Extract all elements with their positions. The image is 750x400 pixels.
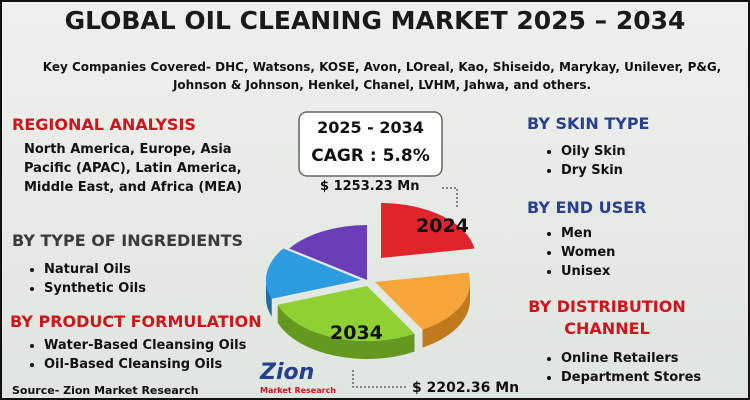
slice (289, 225, 367, 280)
cagr: CAGR : 5.8% (311, 146, 430, 166)
pie (266, 203, 475, 359)
logo: Zion (260, 360, 315, 385)
heading: REGIONAL ANALYSIS (12, 115, 196, 134)
list: Oily SkinDry Skin (547, 142, 626, 180)
arrow (442, 187, 458, 207)
slice-side (277, 304, 415, 359)
list-item: Unisex (561, 262, 615, 281)
year: 2024 (416, 215, 469, 237)
heading: BY SKIN TYPE (527, 114, 650, 133)
list-item: Oil-Based Cleansing Oils (44, 355, 246, 374)
list-item: Department Stores (561, 368, 701, 387)
list: Water-Based Cleansing OilsOil-Based Clea… (30, 336, 246, 374)
slice (375, 272, 470, 330)
companies: Key Companies Covered- DHC, Watsons, KOS… (42, 60, 722, 92)
title: GLOBAL OIL CLEANING MARKET 2025 – 2034 (64, 6, 686, 35)
cagr-box (298, 111, 443, 177)
list-item: Synthetic Oils (44, 279, 146, 298)
heading: BY END USER (527, 198, 647, 217)
list-item: Water-Based Cleansing Oils (44, 336, 246, 355)
slice (381, 203, 475, 258)
list-item: Natural Oils (44, 260, 146, 279)
list: Online RetailersDepartment Stores (547, 349, 701, 387)
heading: BY DISTRIBUTION CHANNEL (528, 297, 686, 338)
year: 2034 (330, 322, 383, 344)
slice-side (422, 282, 470, 348)
slice (266, 248, 361, 299)
start-value: $ 1253.23 Mn (320, 179, 420, 194)
list-item: Online Retailers (561, 349, 701, 368)
end-value: $ 2202.36 Mn (412, 380, 520, 396)
slice (277, 286, 415, 342)
arrow (352, 370, 408, 388)
list-item: Women (561, 243, 615, 262)
list-item: Dry Skin (561, 161, 626, 180)
source: Source- Zion Market Research (12, 384, 199, 397)
list-item: Men (561, 224, 615, 243)
list: Natural OilsSynthetic Oils (30, 260, 146, 298)
list: MenWomenUnisex (547, 224, 615, 281)
heading: BY PRODUCT FORMULATION (10, 312, 262, 331)
regions: North America, Europe, Asia Pacific (APA… (24, 142, 243, 195)
logo-sub: Market Research (260, 386, 336, 395)
list-item: Oily Skin (561, 142, 626, 161)
period: 2025 - 2034 (317, 118, 424, 137)
heading: BY TYPE OF INGREDIENTS (12, 231, 244, 250)
slice-side (266, 280, 272, 317)
